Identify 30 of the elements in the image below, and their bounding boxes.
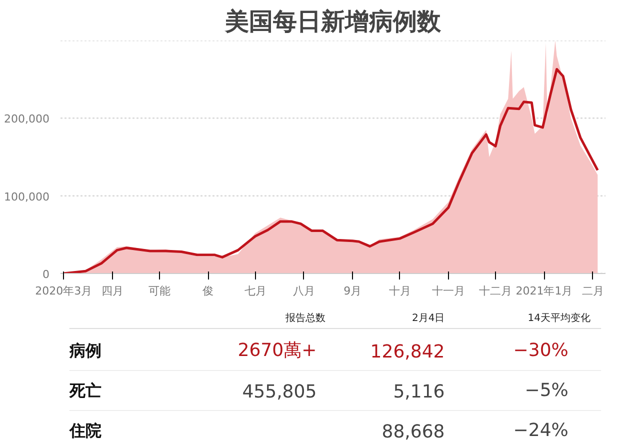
text: 88,668: [382, 422, 445, 442]
text: 报告总数: [284, 312, 326, 324]
text: 455,805: [242, 382, 317, 402]
text: −24%: [513, 420, 568, 441]
x-tick-label: 十月: [388, 284, 411, 298]
x-tick-label: 2020年3月: [35, 284, 92, 298]
x-tick-label: 十一月: [432, 284, 465, 298]
x-tick-label: 9月: [344, 284, 362, 298]
text: −30%: [513, 340, 568, 361]
y-tick-label: 0: [42, 268, 50, 281]
y-tick-label: 200,000: [4, 112, 50, 126]
y-tick-label: 100,000: [4, 190, 50, 204]
x-tick-label: 七月: [244, 284, 266, 298]
x-tick-label: 十二月: [479, 284, 512, 298]
x-tick-label: 四月: [101, 284, 124, 298]
x-tick-label: 俊: [202, 284, 214, 298]
text: 5,116: [393, 382, 445, 402]
text: 病例: [68, 341, 102, 360]
text: 126,842: [370, 342, 445, 362]
text: 2月4日: [412, 313, 445, 324]
text: −5%: [524, 380, 568, 401]
text: 死亡: [68, 381, 102, 400]
x-tick-label: 二月: [582, 284, 604, 298]
x-tick-label: 2021年1月: [516, 284, 573, 298]
text: 14天平均变化: [528, 312, 590, 324]
x-tick-label: 八月: [292, 284, 315, 298]
text: 住院: [68, 421, 102, 440]
chart-title: 美国每日新增病例数: [224, 8, 442, 36]
text: 2670萬+: [238, 340, 317, 361]
x-tick-label: 可能: [148, 284, 170, 298]
